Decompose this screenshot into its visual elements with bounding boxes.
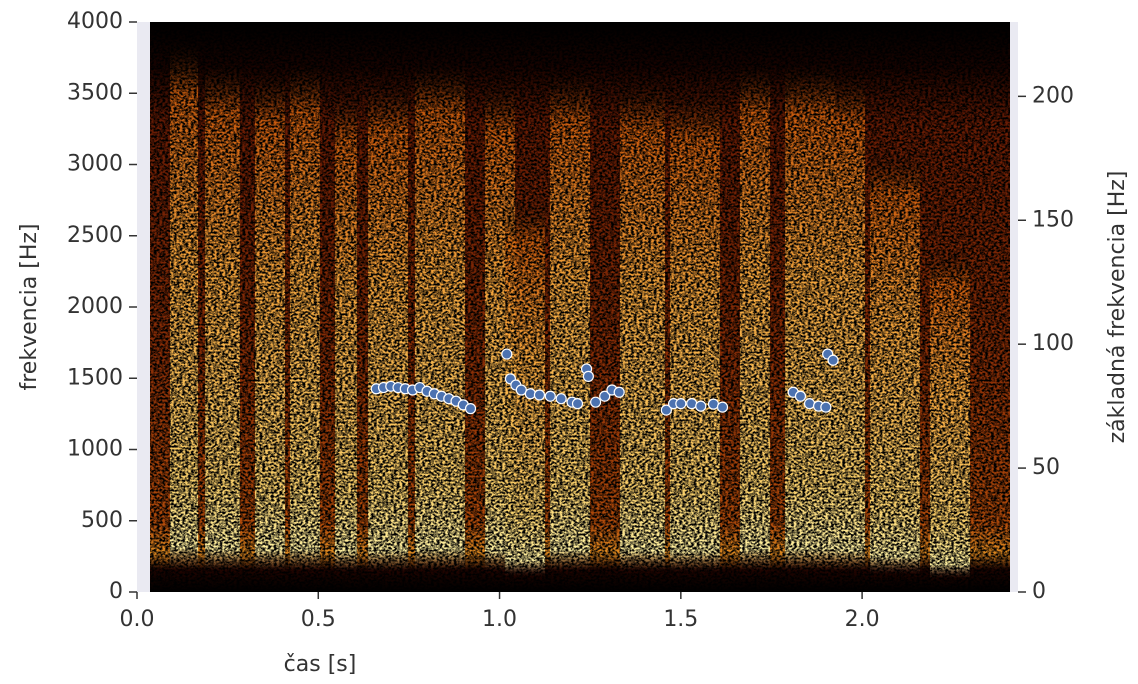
y2-tick-label: 0 (1032, 579, 1046, 604)
scatter-point (716, 401, 729, 413)
y-tick-label: 1000 (67, 437, 123, 462)
scatter-point (571, 398, 584, 410)
scatter-point (827, 354, 839, 366)
scatter-point (599, 390, 611, 402)
scatter-point (794, 390, 807, 402)
scatter-point (820, 401, 832, 413)
y2-tick-label: 200 (1032, 83, 1074, 108)
y-tick-label: 4000 (67, 9, 123, 34)
scatter-point (582, 370, 594, 382)
scatter-point (613, 386, 625, 398)
scatter-point (501, 348, 513, 360)
y2-tick-label: 50 (1032, 455, 1060, 480)
y-tick-label: 1500 (67, 365, 123, 390)
scatter-point (544, 390, 556, 402)
scatter-point (533, 389, 546, 401)
x-tick-label: 1.0 (482, 607, 517, 632)
scatter-point (464, 403, 477, 415)
scatter-point (686, 398, 698, 410)
scatter-point (675, 398, 687, 410)
y2-tick-label: 100 (1032, 331, 1074, 356)
x-axis-label: čas [s] (284, 652, 357, 677)
y-tick-label: 3000 (67, 152, 123, 177)
x-tick-label: 0.0 (120, 607, 155, 632)
scatter-point (660, 404, 672, 416)
x-tick-label: 0.5 (301, 607, 336, 632)
y-tick-label: 2000 (67, 294, 123, 319)
scatter-point (555, 393, 567, 405)
scatter-point (803, 398, 816, 410)
y-tick-label: 3500 (67, 80, 123, 105)
spectrogram (150, 22, 1010, 592)
y-tick-label: 0 (109, 579, 123, 604)
y-axis-label: frekvencia [Hz] (17, 223, 42, 390)
y-tick-label: 500 (81, 508, 123, 533)
scatter-point (590, 396, 602, 408)
x-tick-label: 2.0 (845, 607, 880, 632)
y2-tick-label: 150 (1032, 207, 1074, 232)
scatter-point (524, 388, 536, 400)
x-tick-label: 1.5 (663, 607, 698, 632)
y-tick-label: 2500 (67, 223, 123, 248)
scatter-point (695, 400, 707, 412)
y2-axis-label: základná frekvencia [Hz] (1105, 171, 1130, 444)
